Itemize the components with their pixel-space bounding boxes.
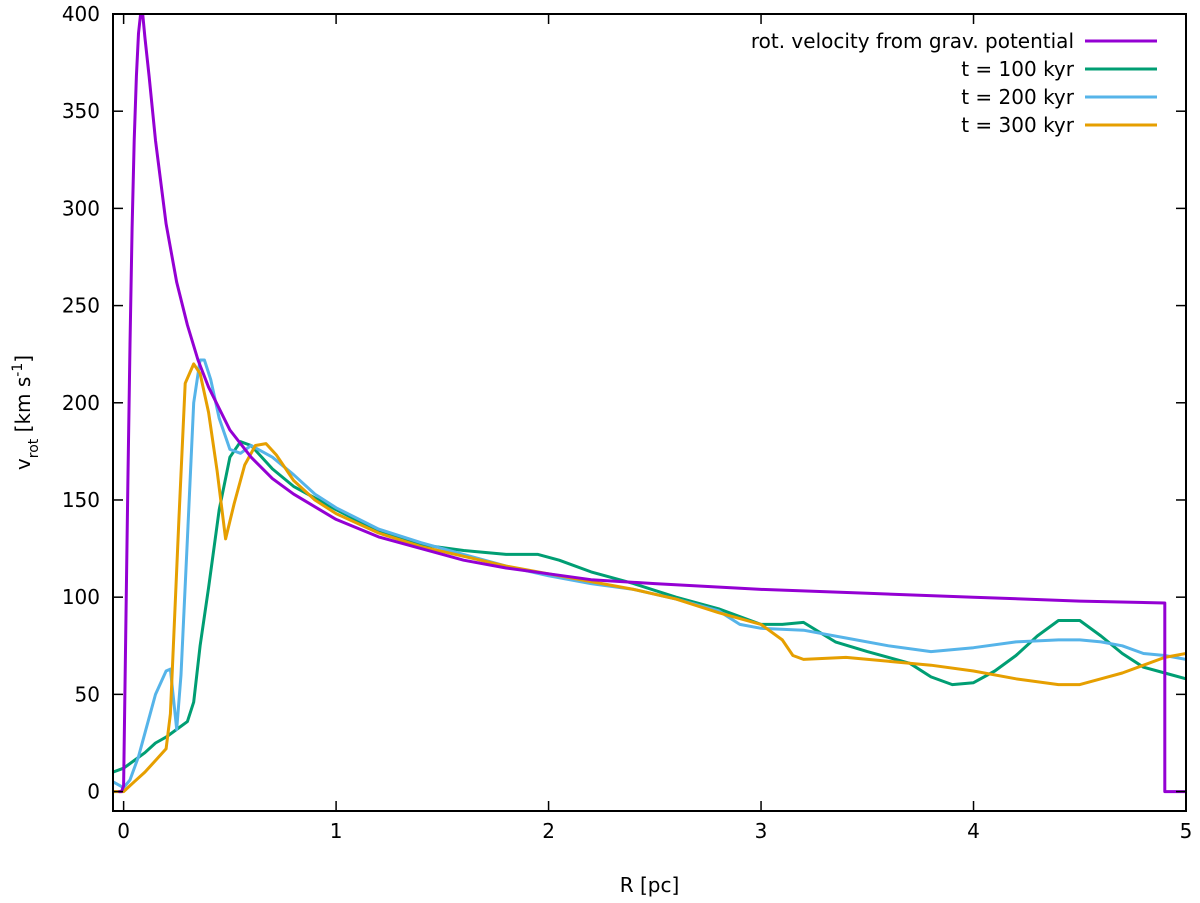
series-layer	[113, 14, 1186, 794]
series-line-0	[117, 14, 1186, 794]
y-tick-label: 350	[62, 99, 100, 123]
y-axis-label-sub: rot	[26, 438, 42, 458]
series-line-3	[113, 362, 1186, 794]
y-tick-label: 200	[62, 391, 100, 415]
y-tick-label: 400	[62, 2, 100, 26]
y-tick-label: 0	[87, 780, 100, 804]
y-axis-label-close: ]	[11, 355, 35, 363]
legend: rot. velocity from grav. potential t = 10…	[751, 29, 1157, 137]
x-tick-label: 5	[1180, 819, 1193, 843]
y-axis-label-sup: -1	[10, 363, 26, 377]
x-tick-label: 1	[330, 819, 343, 843]
y-tick-label: 50	[75, 682, 100, 706]
legend-label-0: rot. velocity from grav. potential	[751, 29, 1074, 53]
x-tick-label: 0	[117, 819, 130, 843]
series-line-1	[113, 440, 1186, 774]
y-tick-label: 150	[62, 488, 100, 512]
y-tick-label: 100	[62, 585, 100, 609]
x-tick-label: 2	[542, 819, 555, 843]
y-axis-label-base: v	[11, 458, 35, 470]
series-line-2	[113, 358, 1186, 790]
x-tick-label: 4	[967, 819, 980, 843]
x-tick-label: 3	[755, 819, 768, 843]
y-tick-label: 250	[62, 294, 100, 318]
y-tick-label: 300	[62, 196, 100, 220]
plot-frame	[112, 13, 1187, 812]
legend-label-1: t = 100 kyr	[961, 57, 1075, 81]
legend-label-3: t = 300 kyr	[961, 113, 1075, 137]
y-axis-label: vrot [km s-1]	[10, 355, 42, 470]
x-axis-label: R [pc]	[620, 873, 680, 897]
legend-label-2: t = 200 kyr	[961, 85, 1075, 109]
y-axis-label-unit: [km s	[11, 377, 35, 439]
